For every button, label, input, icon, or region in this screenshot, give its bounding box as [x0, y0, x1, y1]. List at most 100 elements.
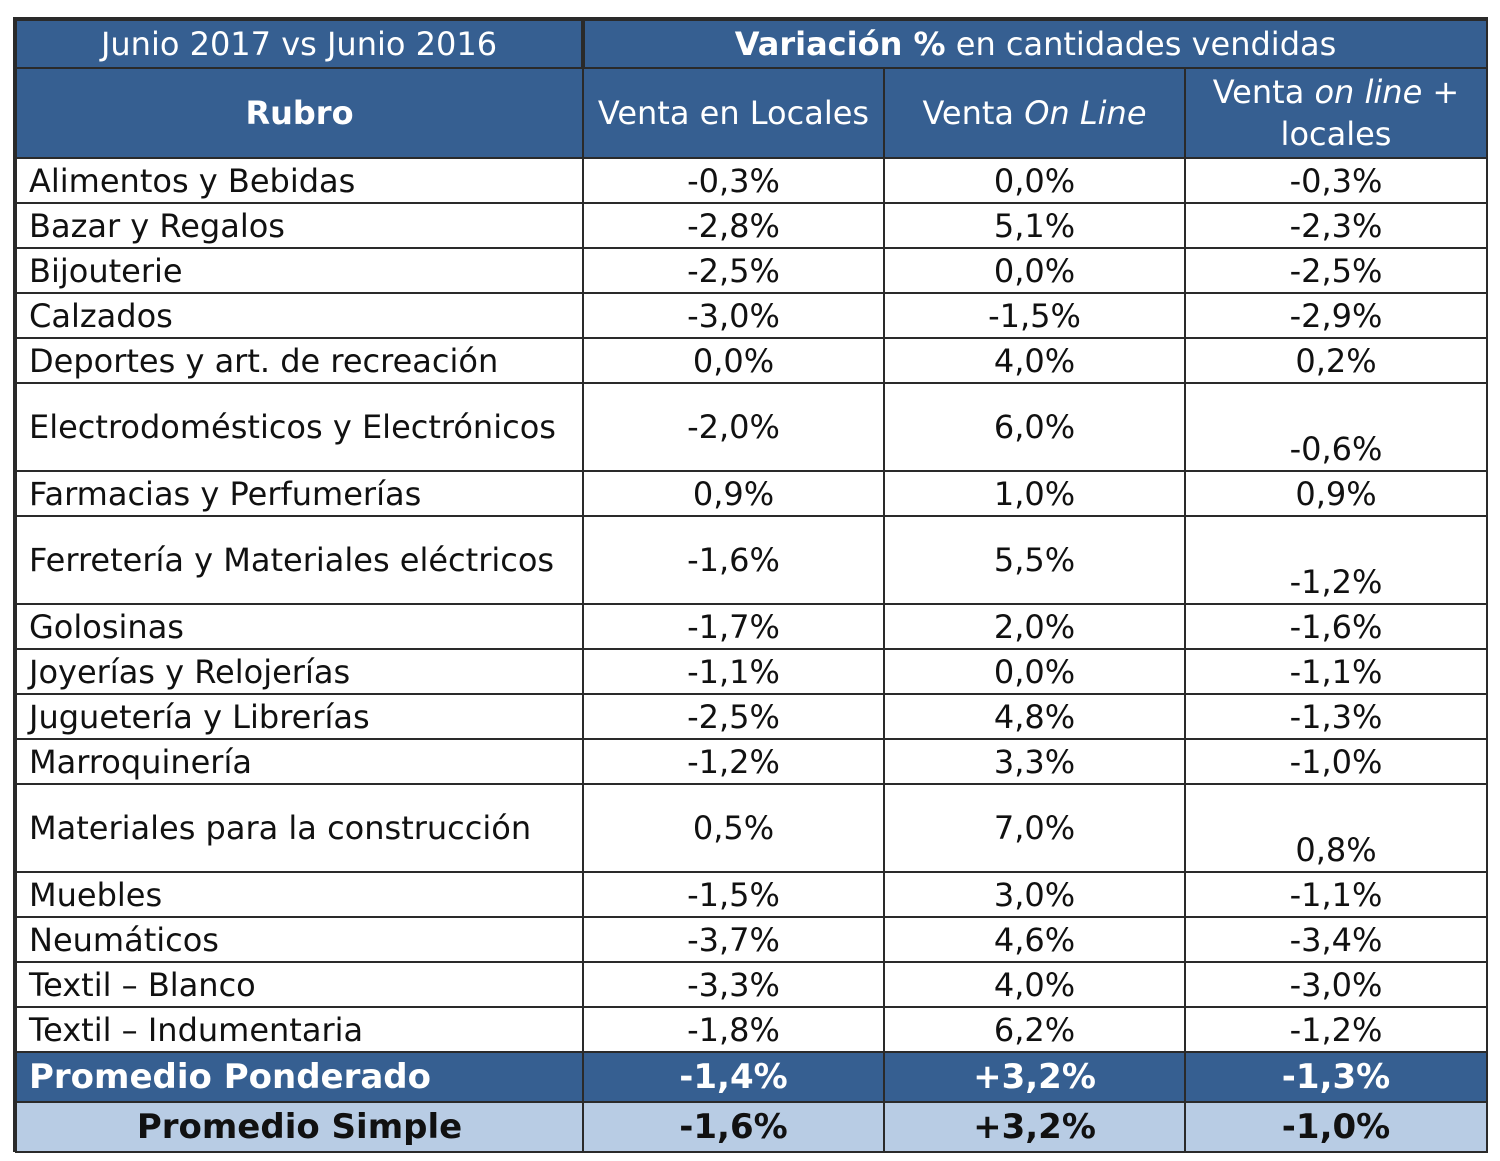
online-value-cell: -1,5% [883, 292, 1186, 339]
rubro-cell: Bazar y Regalos [15, 202, 584, 249]
locales-value-cell: 0,9% [582, 470, 885, 517]
simple-average-row-locales: -1,6% [582, 1101, 885, 1153]
table-row: Materiales para la construcción 0,5% 7,0% 0… [15, 783, 1489, 873]
total-value-cell: -2,3% [1183, 202, 1489, 249]
column-header-online: Venta On Line [883, 67, 1186, 159]
table-row: Bijouterie -2,5% 0,0% -2,5% [15, 247, 1489, 294]
table-row: Muebles -1,5% 3,0% -1,1% [15, 871, 1489, 918]
total-value-cell: -0,3% [1183, 157, 1489, 204]
metric-header-rest: en cantidades vendidas [945, 25, 1337, 63]
locales-value-cell: 0,0% [582, 337, 885, 384]
column-header-locales: Venta en Locales [582, 67, 885, 159]
table-row: Deportes y art. de recreación 0,0% 4,0% 0,2… [15, 337, 1489, 384]
total-value-cell: -0,6% [1183, 382, 1489, 472]
table-row: Juguetería y Librerías -2,5% 4,8% -1,3% [15, 693, 1489, 740]
weighted-average-row: Promedio Ponderado -1,4% +3,2% -1,3% [15, 1051, 1489, 1103]
rubro-cell: Textil – Blanco [15, 961, 584, 1008]
rubro-cell: Textil – Indumentaria [15, 1006, 584, 1053]
locales-value-cell: -2,5% [582, 247, 885, 294]
locales-value-cell: -1,2% [582, 738, 885, 785]
total-value-cell: -2,9% [1183, 292, 1489, 339]
table-row: Marroquinería -1,2% 3,3% -1,0% [15, 738, 1489, 785]
weighted-average-row-label: Promedio Ponderado [15, 1051, 584, 1103]
locales-value-cell: -1,8% [582, 1006, 885, 1053]
locales-value-cell: -3,0% [582, 292, 885, 339]
rubro-cell: Marroquinería [15, 738, 584, 785]
column-header-online-prefix: Venta [922, 94, 1025, 132]
locales-value-cell: -1,7% [582, 603, 885, 650]
rubro-cell: Deportes y art. de recreación [15, 337, 584, 384]
rubro-cell: Alimentos y Bebidas [15, 157, 584, 204]
metric-header: Variación % en cantidades vendidas [580, 19, 1489, 69]
column-header-rubro: Rubro [15, 67, 584, 159]
locales-value-cell: -2,0% [582, 382, 885, 472]
simple-average-row: Promedio Simple -1,6% +3,2% -1,0% [15, 1101, 1489, 1153]
simple-average-row-label: Promedio Simple [15, 1101, 584, 1153]
column-header-total-italic: on line [1314, 73, 1423, 111]
rubro-cell: Bijouterie [15, 247, 584, 294]
locales-value-cell: -2,8% [582, 202, 885, 249]
locales-value-cell: -1,5% [582, 871, 885, 918]
online-value-cell: 0,0% [883, 648, 1186, 695]
total-value-cell: -1,3% [1183, 693, 1489, 740]
online-value-cell: 1,0% [883, 470, 1186, 517]
online-value-cell: 7,0% [883, 783, 1186, 873]
locales-value-cell: -3,7% [582, 916, 885, 963]
online-value-cell: 3,3% [883, 738, 1186, 785]
total-value-cell: -1,6% [1183, 603, 1489, 650]
rubro-cell: Neumáticos [15, 916, 584, 963]
locales-value-cell: -2,5% [582, 693, 885, 740]
total-value-cell: -1,1% [1183, 648, 1489, 695]
total-value-cell: 0,2% [1183, 337, 1489, 384]
column-header-online-italic: On Line [1024, 94, 1147, 132]
total-value-cell: 0,8% [1183, 783, 1489, 873]
period-header: Junio 2017 vs Junio 2016 [15, 19, 584, 69]
table-row: Ferretería y Materiales eléctricos -1,6% 5… [15, 515, 1489, 605]
locales-value-cell: -0,3% [582, 157, 885, 204]
table-row: Calzados -3,0% -1,5% -2,9% [15, 292, 1489, 339]
online-value-cell: 4,0% [883, 337, 1186, 384]
header-row-top: Junio 2017 vs Junio 2016 Variación % en … [15, 19, 1489, 69]
online-value-cell: 4,6% [883, 916, 1186, 963]
online-value-cell: 6,0% [883, 382, 1186, 472]
table-row: Alimentos y Bebidas -0,3% 0,0% -0,3% [15, 157, 1489, 204]
locales-value-cell: 0,5% [582, 783, 885, 873]
online-value-cell: 5,1% [883, 202, 1186, 249]
table-row: Joyerías y Relojerías -1,1% 0,0% -1,1% [15, 648, 1489, 695]
weighted-average-row-online: +3,2% [883, 1051, 1186, 1103]
online-value-cell: 2,0% [883, 603, 1186, 650]
simple-average-row-total: -1,0% [1183, 1101, 1489, 1153]
table-row: Golosinas -1,7% 2,0% -1,6% [15, 603, 1489, 650]
simple-average-row-online: +3,2% [883, 1101, 1186, 1153]
total-value-cell: -1,2% [1183, 1006, 1489, 1053]
online-value-cell: 6,2% [883, 1006, 1186, 1053]
metric-header-bold: Variación % [734, 25, 946, 63]
column-header-total: Venta on line + locales [1183, 67, 1489, 159]
total-value-cell: -2,5% [1183, 247, 1489, 294]
locales-value-cell: -1,6% [582, 515, 885, 605]
total-value-cell: -1,2% [1183, 515, 1489, 605]
rubro-cell: Joyerías y Relojerías [15, 648, 584, 695]
rubro-cell: Calzados [15, 292, 584, 339]
rubro-cell: Juguetería y Librerías [15, 693, 584, 740]
online-value-cell: 0,0% [883, 247, 1186, 294]
weighted-average-row-total: -1,3% [1183, 1051, 1489, 1103]
rubro-cell: Muebles [15, 871, 584, 918]
online-value-cell: 4,0% [883, 961, 1186, 1008]
table-row: Bazar y Regalos -2,8% 5,1% -2,3% [15, 202, 1489, 249]
table-row: Neumáticos -3,7% 4,6% -3,4% [15, 916, 1489, 963]
total-value-cell: -3,4% [1183, 916, 1489, 963]
online-value-cell: 3,0% [883, 871, 1186, 918]
total-value-cell: 0,9% [1183, 470, 1489, 517]
total-value-cell: -3,0% [1183, 961, 1489, 1008]
total-value-cell: -1,0% [1183, 738, 1489, 785]
table-row: Farmacias y Perfumerías 0,9% 1,0% 0,9% [15, 470, 1489, 517]
table-row: Electrodomésticos y Electrónicos -2,0% 6,0… [15, 382, 1489, 472]
rubro-cell: Farmacias y Perfumerías [15, 470, 584, 517]
rubro-cell: Electrodomésticos y Electrónicos [15, 382, 584, 472]
online-value-cell: 0,0% [883, 157, 1186, 204]
locales-value-cell: -3,3% [582, 961, 885, 1008]
column-header-total-prefix: Venta [1212, 73, 1315, 111]
rubro-cell: Materiales para la construcción [15, 783, 584, 873]
weighted-average-row-locales: -1,4% [582, 1051, 885, 1103]
